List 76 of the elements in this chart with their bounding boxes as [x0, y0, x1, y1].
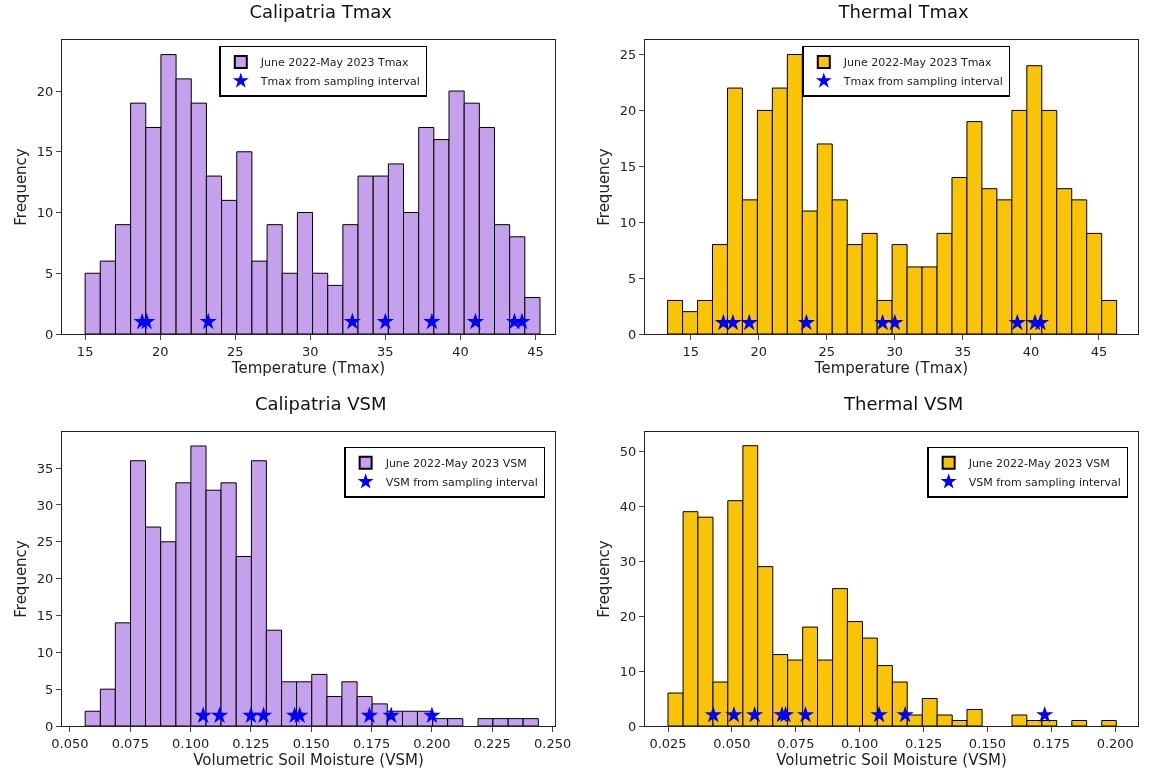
x-tick-label: 15	[682, 343, 699, 359]
y-tick-label: 30	[619, 553, 637, 569]
y-tick-label: 25	[619, 47, 637, 63]
chart-title: Calipatria VSM	[254, 393, 387, 415]
chart-title: Thermal VSM	[843, 393, 964, 415]
x-tick-label: 0.150	[292, 735, 330, 751]
legend-label: Tmax from sampling interval	[842, 75, 1003, 89]
x-tick-label: 35	[377, 343, 394, 359]
y-tick-label: 10	[619, 663, 637, 679]
y-tick-label: 10	[619, 214, 637, 230]
y-tick-label: 15	[619, 158, 637, 174]
x-tick-label: 0.075	[777, 735, 815, 751]
y-tick-label: 10	[36, 644, 54, 660]
x-tick-label: 0.125	[904, 735, 943, 751]
x-tick-label: 0.075	[111, 735, 149, 751]
x-axis-title: Volumetric Soil Moisture (VSM)	[193, 750, 424, 769]
x-tick-label: 30	[886, 343, 904, 359]
x-tick-label: 0.225	[473, 735, 511, 751]
x-tick-label: 45	[1090, 343, 1108, 359]
x-axis-title: Temperature (Tmax)	[230, 358, 386, 377]
y-tick-label: 30	[36, 497, 54, 513]
y-tick-label: 10	[36, 205, 54, 221]
chart-title: Calipatria Tmax	[249, 1, 393, 23]
x-tick-label: 0.250	[533, 735, 572, 751]
y-axis-title: Frequency	[12, 148, 31, 226]
y-tick-label: 5	[45, 265, 54, 281]
x-tick-label: 0.200	[413, 735, 451, 751]
x-axis-title: Volumetric Soil Moisture (VSM)	[776, 750, 1007, 769]
y-tick-label: 25	[36, 534, 54, 550]
chart-title: Thermal Tmax	[837, 1, 970, 23]
y-tick-label: 0	[45, 326, 54, 342]
y-tick-label: 15	[36, 608, 54, 624]
x-tick-label: 20	[750, 343, 768, 359]
x-tick-label: 25	[818, 343, 836, 359]
x-tick-label: 0.025	[649, 735, 687, 751]
legend-label: Tmax from sampling interval	[259, 75, 420, 89]
x-tick-label: 0.150	[968, 735, 1007, 751]
legend-label: June 2022-May 2023 Tmax	[842, 56, 993, 70]
x-tick-label: 0.200	[1096, 735, 1134, 751]
y-axis-title: Frequency	[12, 540, 31, 618]
x-tick-label: 0.100	[172, 735, 210, 751]
x-tick-label: 0.050	[51, 735, 89, 751]
x-tick-label: 40	[1022, 343, 1040, 359]
x-tick-label: 25	[226, 343, 244, 359]
x-tick-label: 15	[76, 343, 94, 359]
x-tick-label: 0.100	[841, 735, 879, 751]
y-axis-title: Frequency	[595, 540, 614, 618]
y-tick-label: 40	[619, 498, 637, 514]
x-tick-label: 0.175	[352, 735, 391, 751]
y-tick-label: 15	[36, 144, 54, 160]
x-tick-label: 40	[452, 343, 469, 359]
legend-label: VSM from sampling interval	[968, 475, 1121, 489]
y-axis-title: Frequency	[595, 148, 614, 226]
legend-label: June 2022-May 2023 VSM	[384, 456, 527, 470]
y-tick-label: 20	[36, 571, 54, 587]
y-tick-label: 5	[628, 270, 637, 286]
x-tick-label: 0.125	[232, 735, 270, 751]
x-tick-label: 20	[151, 343, 169, 359]
x-tick-label: 45	[527, 343, 544, 359]
legend-label: June 2022-May 2023 Tmax	[259, 56, 410, 70]
y-tick-label: 20	[619, 102, 637, 118]
legend-label: June 2022-May 2023 VSM	[967, 456, 1110, 470]
y-tick-label: 0	[628, 718, 637, 734]
y-tick-label: 5	[45, 681, 54, 697]
y-tick-label: 0	[628, 326, 637, 342]
legend-label: VSM from sampling interval	[385, 475, 538, 489]
y-tick-label: 20	[36, 83, 54, 99]
x-tick-label: 30	[302, 343, 319, 359]
x-axis-title: Temperature (Tmax)	[813, 358, 969, 377]
y-tick-label: 20	[619, 608, 637, 624]
x-tick-label: 0.050	[713, 735, 751, 751]
y-tick-label: 50	[619, 443, 637, 459]
x-tick-label: 0.175	[1032, 735, 1070, 751]
y-tick-label: 0	[45, 718, 54, 734]
y-tick-label: 35	[36, 460, 54, 476]
x-tick-label: 35	[954, 343, 972, 359]
